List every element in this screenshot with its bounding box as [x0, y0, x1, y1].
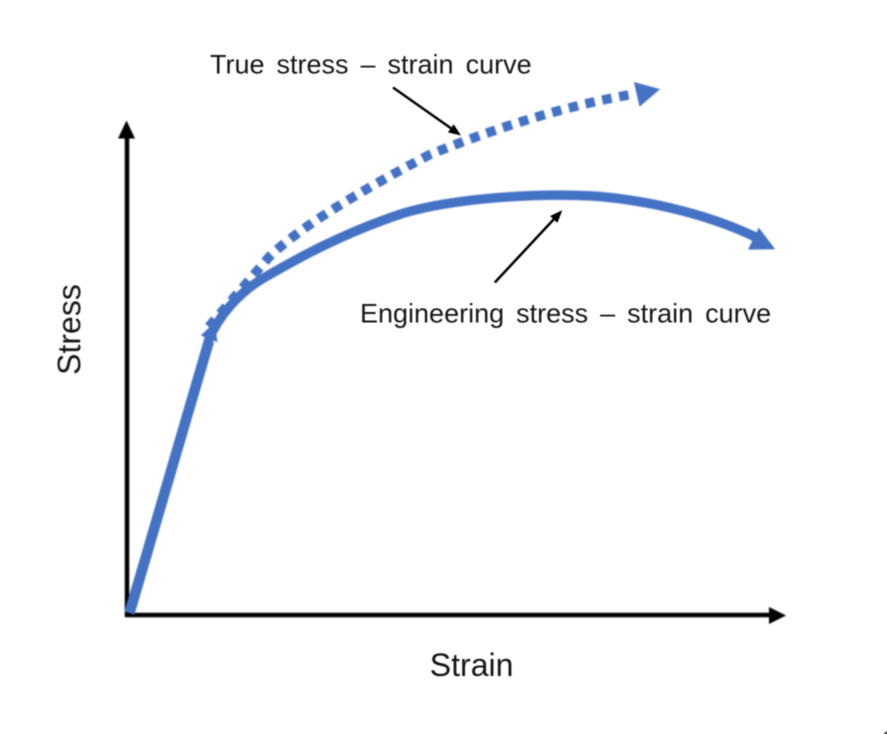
svg-text:Engineering stress – strain cu: Engineering stress – strain curve [360, 299, 771, 329]
svg-text:Strain: Strain [430, 647, 514, 683]
svg-text:True stress – strain curve: True stress – strain curve [210, 50, 532, 80]
svg-text:Stress: Stress [51, 284, 87, 375]
